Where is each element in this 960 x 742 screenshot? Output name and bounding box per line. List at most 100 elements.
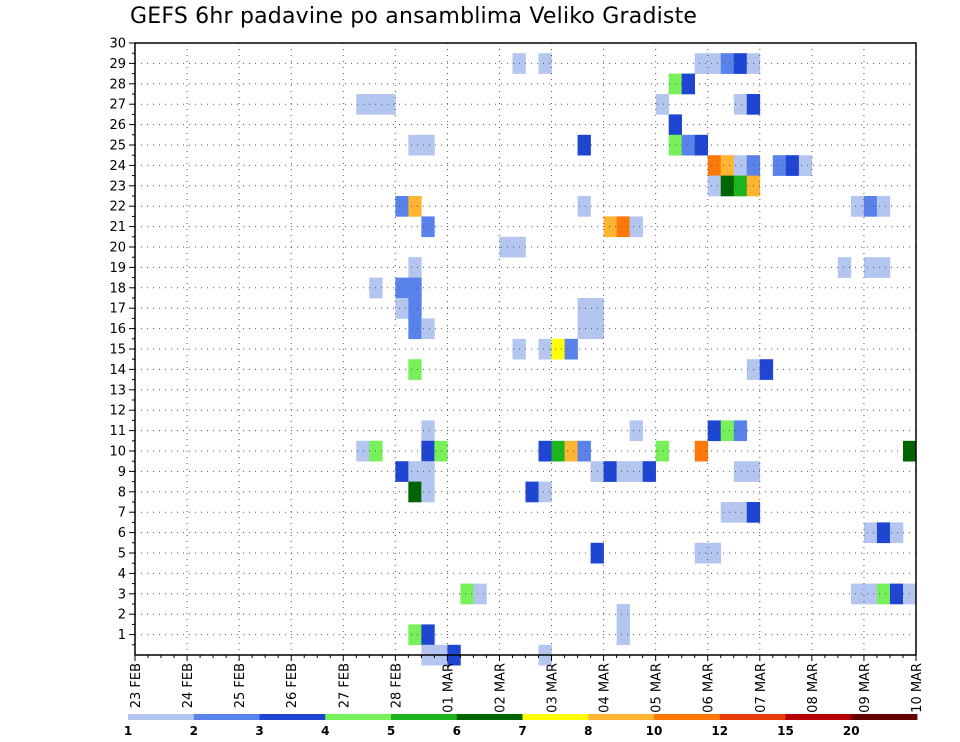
precip-cell (707, 542, 722, 564)
precip-cell (421, 420, 435, 442)
x-axis: 23 FEB 24 FEB 25 FEB 26 FEB 27 FEB 28 FEB 01 M… (129, 655, 925, 713)
x-tick-label: 06 MAR (702, 663, 717, 713)
precip-cell (694, 53, 709, 74)
precip-cell (694, 542, 709, 564)
y-tick-label: 11 (109, 424, 126, 439)
precip-cell (733, 420, 748, 442)
legend-label: 20 (843, 724, 860, 738)
y-tick-label: 26 (109, 118, 126, 133)
y-tick-label: 1 (118, 628, 126, 643)
y-tick-label: 18 (109, 281, 126, 296)
precip-cell (694, 134, 709, 156)
precip-cell (421, 440, 435, 462)
legend-label: 15 (777, 724, 794, 738)
precip-cell (707, 53, 722, 74)
precip-cell (681, 73, 696, 95)
x-tick-label: 23 FEB (129, 663, 144, 708)
y-tick-label: 25 (109, 139, 126, 154)
precip-cell (616, 624, 630, 646)
legend-label: 7 (518, 724, 526, 738)
precip-cell (629, 461, 643, 482)
color-legend: 1 2 3 4 5 6 7 8 10 12 15 20 (124, 714, 918, 738)
legend-swatch (654, 714, 721, 720)
y-tick-label: 5 (118, 547, 126, 562)
precip-cell (889, 522, 904, 544)
precip-cell (421, 134, 435, 156)
precip-cell (577, 318, 591, 340)
precip-cell (876, 522, 891, 544)
precip-cell (642, 461, 656, 482)
y-tick-label: 23 (109, 179, 126, 194)
x-tick-label: 04 MAR (598, 663, 613, 713)
precip-cell (616, 216, 630, 238)
y-tick-label: 19 (109, 261, 126, 276)
precip-cell (655, 94, 669, 115)
precip-cell (538, 338, 552, 360)
precip-cell (408, 277, 422, 299)
precip-cell (538, 53, 552, 74)
precip-cell (499, 236, 513, 258)
y-tick-label: 20 (109, 241, 126, 256)
precip-cell (395, 298, 409, 319)
precip-cell (421, 481, 435, 503)
precip-cell (720, 53, 735, 74)
precip-cell (421, 318, 435, 340)
precip-cell (681, 134, 696, 156)
cells-layer (356, 53, 917, 666)
precip-cell (798, 155, 813, 176)
x-tick-label: 01 MAR (441, 663, 456, 713)
precip-cell (551, 338, 565, 360)
legend-swatch (193, 714, 260, 720)
precip-cell (551, 440, 565, 462)
y-tick-label: 24 (109, 159, 126, 174)
precip-cell (616, 604, 630, 625)
legend-label: 8 (584, 724, 592, 738)
precip-cell (408, 461, 422, 482)
precip-cell (525, 481, 539, 503)
precip-cell (395, 461, 409, 482)
precip-cell (577, 298, 591, 319)
legend-swatch (259, 714, 326, 720)
precip-cell (733, 461, 748, 482)
y-tick-label: 3 (118, 587, 126, 602)
precip-cell (707, 175, 722, 197)
legend-swatch (785, 714, 852, 720)
legend-swatch (588, 714, 655, 720)
y-tick-label: 13 (109, 383, 126, 398)
y-tick-label: 15 (109, 343, 126, 358)
precip-cell (707, 420, 722, 442)
precip-cell (564, 338, 578, 360)
precip-cell (421, 216, 435, 238)
y-tick-label: 7 (118, 506, 126, 521)
precip-cell (733, 53, 748, 74)
precip-cell (863, 583, 878, 605)
x-tick-label: 09 MAR (858, 663, 873, 713)
y-tick-label: 28 (109, 77, 126, 92)
precip-cell (603, 461, 617, 482)
legend-label: 10 (646, 724, 663, 738)
precip-cell (421, 624, 435, 646)
precip-cell (759, 359, 774, 380)
legend-swatch (851, 714, 918, 720)
precip-cell (473, 583, 487, 605)
precip-cell (408, 624, 422, 646)
precip-cell (603, 216, 617, 238)
precip-cell (408, 481, 422, 503)
legend-swatch (522, 714, 589, 720)
x-tick-label: 05 MAR (650, 663, 665, 713)
precip-cell (720, 420, 735, 442)
precip-cell (720, 155, 735, 176)
y-tick-label: 22 (109, 200, 126, 215)
legend-label: 4 (321, 724, 329, 738)
y-tick-label: 4 (118, 567, 126, 582)
x-tick-label: 25 FEB (233, 663, 248, 708)
precip-cell (577, 196, 591, 217)
legend-label: 3 (255, 724, 263, 738)
precip-cell (772, 155, 787, 176)
precip-cell (733, 502, 748, 523)
legend-label: 5 (387, 724, 395, 738)
precip-cell (707, 155, 722, 176)
precip-cell (395, 196, 409, 217)
precip-cell (720, 502, 735, 523)
